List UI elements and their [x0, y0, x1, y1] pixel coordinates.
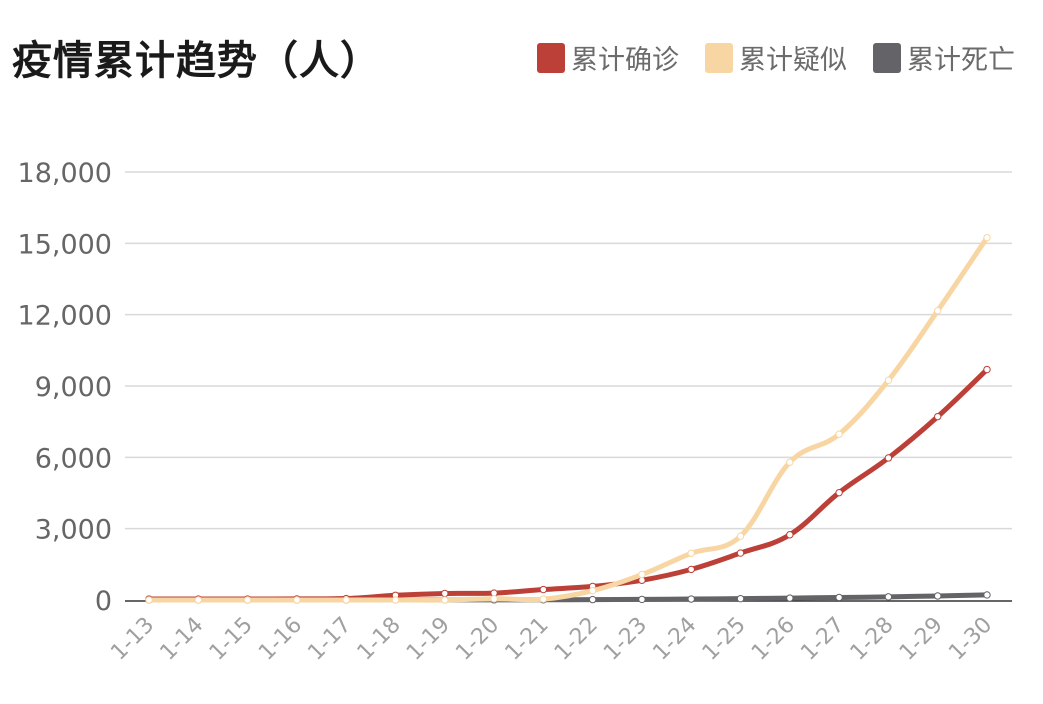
data-point[interactable]: [391, 596, 400, 604]
data-point[interactable]: [736, 549, 745, 557]
y-tick-label: 3,000: [35, 515, 112, 546]
data-point[interactable]: [884, 376, 893, 385]
data-point[interactable]: [687, 595, 695, 603]
x-tick-label: 1-20: [451, 613, 504, 666]
x-tick-label: 1-16: [254, 613, 307, 666]
series-suspected: [145, 233, 991, 604]
data-point[interactable]: [835, 430, 843, 438]
data-point[interactable]: [293, 596, 301, 604]
data-point[interactable]: [490, 595, 498, 603]
x-tick-label: 1-28: [846, 613, 899, 666]
legend-label-confirmed: 累计确诊: [571, 45, 679, 76]
legend-swatch-suspected: [705, 42, 733, 73]
data-point[interactable]: [983, 365, 991, 374]
data-point[interactable]: [588, 586, 597, 595]
data-point[interactable]: [342, 596, 350, 604]
y-tick-label: 0: [95, 586, 112, 617]
data-point[interactable]: [539, 585, 548, 594]
x-tick-label: 1-21: [501, 613, 554, 666]
data-point[interactable]: [687, 565, 695, 574]
x-tick-label: 1-26: [747, 613, 800, 666]
data-point[interactable]: [638, 595, 646, 604]
data-point[interactable]: [835, 593, 843, 602]
legend-swatch-deaths: [873, 42, 901, 73]
chart-title: 疫情累计趋势（人）: [12, 38, 381, 84]
data-point[interactable]: [983, 591, 991, 599]
data-point[interactable]: [539, 595, 548, 603]
x-tick-label: 1-22: [550, 613, 603, 666]
data-point[interactable]: [441, 589, 449, 598]
legend-item-deaths[interactable]: 累计死亡: [873, 38, 1015, 77]
data-point[interactable]: [835, 488, 843, 497]
chart-legend: 累计确诊 累计疑似 累计死亡: [537, 38, 1015, 77]
data-point[interactable]: [884, 454, 893, 462]
legend-item-suspected[interactable]: 累计疑似: [705, 38, 847, 77]
data-point[interactable]: [441, 596, 449, 604]
data-point[interactable]: [884, 593, 893, 601]
data-point[interactable]: [934, 412, 942, 421]
y-tick-label: 9,000: [35, 372, 112, 403]
x-tick-label: 1-19: [402, 613, 455, 666]
data-point[interactable]: [736, 532, 745, 540]
x-tick-label: 1-24: [648, 613, 701, 666]
legend-label-suspected: 累计疑似: [739, 45, 847, 76]
series-confirmed: [145, 365, 991, 603]
x-tick-label: 1-30: [944, 613, 997, 666]
y-tick-label: 18,000: [18, 158, 112, 189]
x-tick-label: 1-23: [599, 613, 652, 666]
y-tick-label: 12,000: [18, 301, 112, 332]
y-tick-label: 15,000: [18, 229, 112, 260]
legend-item-confirmed[interactable]: 累计确诊: [537, 38, 679, 77]
data-point[interactable]: [786, 594, 794, 602]
data-point[interactable]: [786, 458, 794, 466]
legend-label-deaths: 累计死亡: [907, 45, 1015, 76]
series-line: [146, 367, 990, 602]
data-point[interactable]: [194, 596, 202, 604]
x-tick-label: 1-25: [698, 613, 751, 666]
data-point[interactable]: [934, 592, 942, 600]
x-tick-label: 1-18: [353, 613, 406, 666]
data-point[interactable]: [983, 233, 991, 242]
legend-swatch-confirmed: [537, 42, 565, 73]
x-axis: 1-131-141-151-161-171-181-191-201-211-22…: [106, 613, 997, 666]
x-tick-label: 1-29: [895, 613, 948, 666]
gridlines: [125, 171, 1012, 602]
x-tick-label: 1-13: [106, 613, 159, 666]
y-axis: 0 3,000 6,000 9,000 12,000 15,000 18,000: [18, 158, 112, 617]
x-tick-label: 1-14: [156, 613, 209, 666]
data-point[interactable]: [736, 594, 745, 603]
series-line: [146, 235, 990, 603]
data-point[interactable]: [145, 596, 153, 604]
series-lines: [145, 233, 991, 604]
data-point[interactable]: [243, 596, 252, 604]
x-tick-label: 1-27: [796, 613, 849, 666]
data-point[interactable]: [687, 549, 695, 557]
data-point[interactable]: [638, 570, 646, 579]
data-point[interactable]: [934, 306, 942, 315]
x-tick-label: 1-17: [303, 613, 356, 666]
data-point[interactable]: [588, 595, 597, 604]
x-tick-label: 1-15: [205, 613, 258, 666]
data-point[interactable]: [786, 531, 794, 539]
y-tick-label: 6,000: [35, 443, 112, 474]
